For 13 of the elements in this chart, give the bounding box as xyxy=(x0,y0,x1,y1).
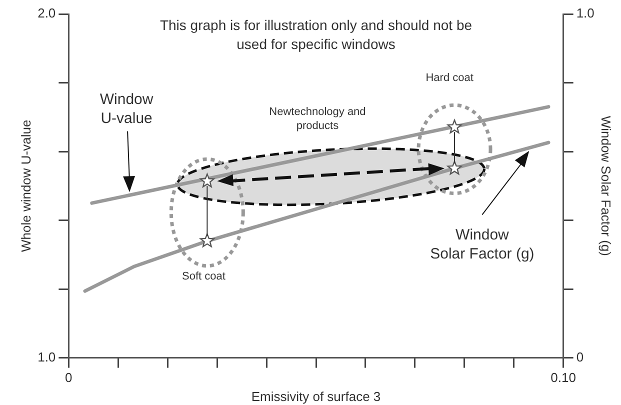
x-axis-title: Emissivity of surface 3 xyxy=(251,388,381,404)
y-axis-title: Whole window U-value xyxy=(18,120,34,252)
y2-tick-label: 0 xyxy=(576,349,584,364)
annotation: Window U-value xyxy=(100,90,154,127)
annotation: Hard coat xyxy=(426,72,474,84)
annotation: Window Solar Factor (g) xyxy=(430,226,534,262)
annotation: Newtechnology and products xyxy=(269,106,366,132)
y-tick-label: 2.0 xyxy=(38,6,56,21)
x-tick-label: 0.10 xyxy=(550,370,576,386)
y2-axis-title: Window Solar Factor (g) xyxy=(598,116,614,256)
text: This graph is for illustration only and should not be used for specific windows xyxy=(160,16,472,52)
y2-tick-label: 1.0 xyxy=(576,6,594,21)
annotation: Soft coat xyxy=(182,270,226,282)
